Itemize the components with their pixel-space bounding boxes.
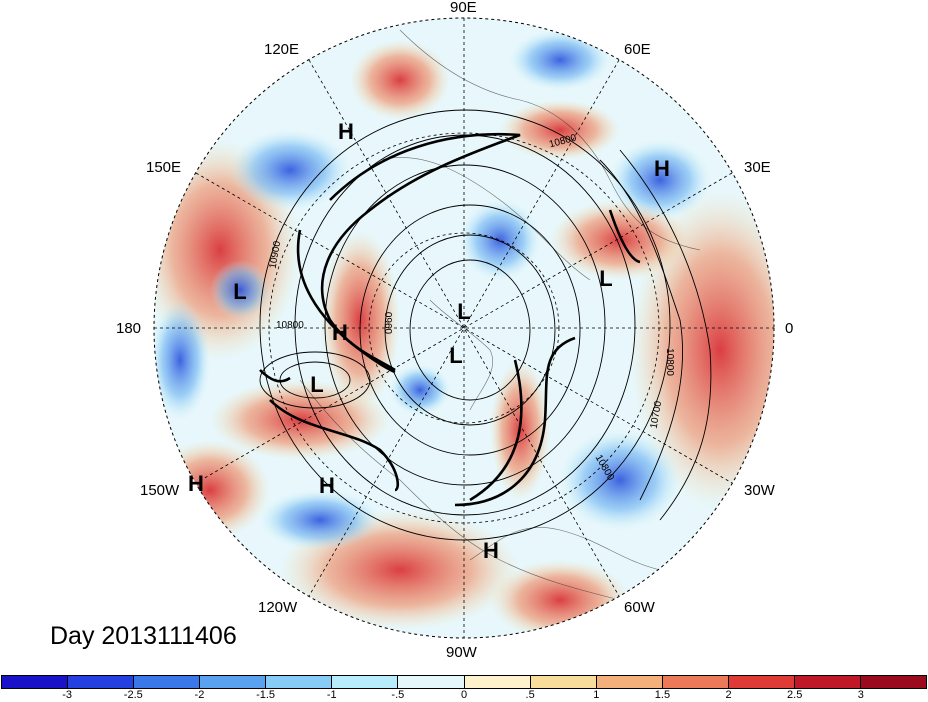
pressure-center-low-mediterranean: L bbox=[599, 266, 613, 291]
colorbar bbox=[1, 675, 927, 689]
pressure-center-high-siberia: H bbox=[338, 119, 354, 144]
colorbar-swatch bbox=[530, 676, 597, 688]
colorbar-label: -1.5 bbox=[256, 689, 276, 701]
colorbar-swatch bbox=[662, 676, 729, 688]
meridian-lines bbox=[154, 18, 774, 638]
pressure-center-low-arctic: L bbox=[457, 299, 471, 324]
lon-label-60w: 60W bbox=[624, 599, 655, 616]
colorbar-label: -2.5 bbox=[123, 689, 143, 701]
colorbar-swatch bbox=[266, 676, 333, 688]
pressure-center-high-atlantic: H bbox=[483, 538, 499, 563]
pressure-center-low-gulf-alaska: L bbox=[310, 372, 324, 397]
pressure-center-low-west-pacific: L bbox=[233, 279, 247, 304]
lon-label-120w: 120W bbox=[258, 599, 298, 616]
colorbar-swatch bbox=[464, 676, 531, 688]
pressure-center-low-canada: L bbox=[449, 343, 463, 368]
lon-label-30e: 30E bbox=[744, 159, 771, 176]
colorbar-swatch bbox=[728, 676, 795, 688]
colorbar-label: 1.5 bbox=[654, 689, 671, 701]
date-title: Day 2013111406 bbox=[50, 622, 237, 650]
lon-label-120e: 120E bbox=[264, 41, 300, 58]
anomaly-field bbox=[154, 18, 774, 638]
colorbar-label: .5 bbox=[525, 689, 535, 701]
pressure-center-high-west-edge: H bbox=[188, 471, 204, 496]
pressure-center-high-europe: H bbox=[654, 156, 670, 181]
lon-label-0: 0 bbox=[785, 320, 794, 337]
contour-label-10800-b: 10800 bbox=[276, 320, 304, 331]
colorbar-swatch bbox=[68, 676, 135, 688]
lon-label-180: 180 bbox=[116, 320, 142, 337]
colorbar-label: 1 bbox=[593, 689, 600, 701]
colorbar-label: -2 bbox=[194, 689, 205, 701]
lon-label-150w: 150W bbox=[140, 482, 180, 499]
colorbar-label: -3 bbox=[62, 689, 73, 701]
colorbar-swatch bbox=[794, 676, 862, 688]
lon-label-60e: 60E bbox=[624, 41, 651, 58]
colorbar-label: 3 bbox=[857, 689, 864, 701]
colorbar-label: -1 bbox=[326, 689, 337, 701]
colorbar-label: -.5 bbox=[391, 689, 405, 701]
lon-label-150e: 150E bbox=[146, 159, 182, 176]
colorbar-label: 2 bbox=[725, 689, 732, 701]
pressure-center-high-bering: H bbox=[332, 320, 348, 345]
contour-label-0960: 0960 bbox=[382, 311, 394, 335]
lon-label-30w: 30W bbox=[744, 482, 775, 499]
colorbar-label: 0 bbox=[460, 689, 468, 701]
colorbar-swatch bbox=[134, 676, 201, 688]
coastlines bbox=[299, 29, 701, 601]
colorbar-label: 2.5 bbox=[787, 689, 803, 701]
contour-label-10800-c: 10800 bbox=[663, 348, 675, 376]
lon-label-90e: 90E bbox=[450, 0, 477, 16]
jet-contours bbox=[259, 133, 641, 507]
colorbar-swatch bbox=[332, 676, 399, 688]
pressure-center-high-east-pacific: H bbox=[319, 473, 335, 498]
colorbar-swatch bbox=[2, 676, 69, 688]
colorbar-swatch bbox=[596, 676, 663, 688]
colorbar-swatch bbox=[200, 676, 267, 688]
lon-label-90w: 90W bbox=[446, 644, 477, 661]
colorbar-swatch bbox=[861, 676, 927, 688]
colorbar-swatch bbox=[398, 676, 465, 688]
